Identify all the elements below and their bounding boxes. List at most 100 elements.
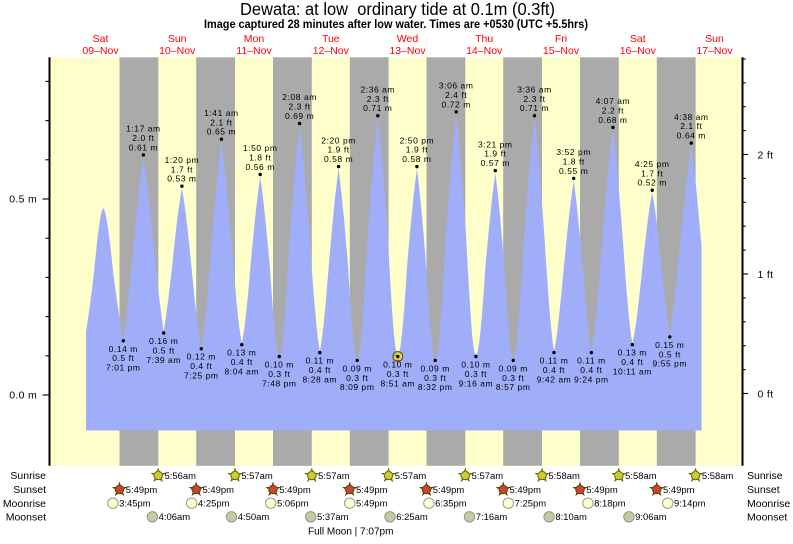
svg-text:0.68 m: 0.68 m	[598, 115, 627, 125]
svg-text:0.10 m: 0.10 m	[383, 360, 412, 370]
svg-text:Moonrise: Moonrise	[747, 498, 790, 510]
svg-text:4:25pm: 4:25pm	[198, 499, 230, 509]
svg-text:5:49pm: 5:49pm	[663, 485, 695, 495]
svg-text:17–Nov: 17–Nov	[696, 45, 733, 57]
svg-text:0.4 ft: 0.4 ft	[580, 365, 602, 375]
svg-text:5:56am: 5:56am	[165, 471, 197, 481]
svg-text:0.5 ft: 0.5 ft	[112, 353, 134, 363]
svg-text:10–Nov: 10–Nov	[159, 45, 196, 57]
svg-text:4:25 pm: 4:25 pm	[635, 159, 670, 169]
svg-text:3:21 pm: 3:21 pm	[478, 139, 513, 149]
svg-text:7:48 pm: 7:48 pm	[262, 378, 297, 388]
svg-text:15–Nov: 15–Nov	[543, 45, 580, 57]
svg-text:4:50am: 4:50am	[238, 512, 269, 522]
svg-text:Sun: Sun	[705, 33, 724, 45]
svg-text:Thu: Thu	[475, 33, 493, 45]
svg-text:0.11 m: 0.11 m	[540, 356, 569, 366]
svg-text:7:16am: 7:16am	[476, 512, 508, 522]
svg-text:Sunrise: Sunrise	[10, 470, 46, 482]
svg-text:3:52 pm: 3:52 pm	[556, 147, 591, 157]
svg-text:1.8 ft: 1.8 ft	[563, 157, 585, 167]
svg-text:2.4 ft: 2.4 ft	[445, 90, 467, 100]
svg-text:3:06 am: 3:06 am	[439, 81, 474, 91]
svg-text:8:10am: 8:10am	[555, 512, 587, 522]
svg-text:3:36 am: 3:36 am	[517, 84, 552, 94]
svg-text:0.4 ft: 0.4 ft	[309, 365, 331, 375]
svg-text:0 ft: 0 ft	[758, 389, 774, 401]
svg-text:13–Nov: 13–Nov	[389, 45, 426, 57]
svg-text:0.4 ft: 0.4 ft	[190, 361, 212, 371]
svg-text:0.5 ft: 0.5 ft	[153, 345, 175, 355]
svg-text:0.3 ft: 0.3 ft	[465, 369, 487, 379]
svg-text:0.58 m: 0.58 m	[324, 154, 353, 164]
svg-text:Sunrise: Sunrise	[747, 470, 783, 482]
svg-text:0.14 m: 0.14 m	[109, 344, 138, 354]
svg-text:7:01 pm: 7:01 pm	[106, 363, 141, 373]
svg-text:6:35pm: 6:35pm	[435, 499, 467, 509]
svg-text:5:06pm: 5:06pm	[277, 499, 309, 509]
svg-text:0.09 m: 0.09 m	[343, 363, 372, 373]
svg-text:0.10 m: 0.10 m	[265, 360, 294, 370]
svg-text:1.9 ft: 1.9 ft	[484, 149, 506, 159]
svg-text:8:18pm: 8:18pm	[594, 499, 626, 509]
svg-text:0.61 m: 0.61 m	[129, 142, 158, 152]
svg-text:0.72 m: 0.72 m	[442, 99, 471, 109]
svg-text:5:49pm: 5:49pm	[433, 485, 465, 495]
svg-text:5:58am: 5:58am	[548, 471, 580, 481]
svg-text:0.3 ft: 0.3 ft	[387, 369, 409, 379]
svg-text:0.13 m: 0.13 m	[227, 348, 256, 358]
svg-text:3:45pm: 3:45pm	[119, 499, 151, 509]
svg-text:0.71 m: 0.71 m	[363, 103, 392, 113]
svg-text:5:49pm: 5:49pm	[586, 485, 618, 495]
svg-text:9:42 am: 9:42 am	[537, 374, 572, 384]
svg-text:Sun: Sun	[168, 33, 187, 45]
svg-text:1.9 ft: 1.9 ft	[327, 145, 349, 155]
svg-text:8:57 pm: 8:57 pm	[496, 382, 531, 392]
svg-text:9:16 am: 9:16 am	[459, 378, 494, 388]
svg-text:0.71 m: 0.71 m	[520, 103, 549, 113]
svg-text:0.09 m: 0.09 m	[499, 363, 528, 373]
svg-text:2.1 ft: 2.1 ft	[680, 121, 702, 131]
svg-text:14–Nov: 14–Nov	[466, 45, 503, 57]
svg-text:5:49pm: 5:49pm	[356, 499, 388, 509]
svg-text:Tue: Tue	[322, 33, 340, 45]
svg-text:4:38 am: 4:38 am	[674, 112, 709, 122]
svg-text:2:36 am: 2:36 am	[361, 84, 396, 94]
svg-text:5:58am: 5:58am	[702, 471, 734, 481]
svg-text:Full Moon | 7:07pm: Full Moon | 7:07pm	[308, 527, 393, 538]
svg-text:5:57am: 5:57am	[395, 471, 427, 481]
svg-text:5:49pm: 5:49pm	[510, 485, 542, 495]
svg-text:1:20 pm: 1:20 pm	[165, 155, 200, 165]
svg-text:5:49pm: 5:49pm	[279, 485, 311, 495]
svg-text:Wed: Wed	[397, 33, 419, 45]
svg-text:7:25pm: 7:25pm	[515, 499, 547, 509]
svg-text:Mon: Mon	[244, 33, 265, 45]
svg-text:8:28 am: 8:28 am	[303, 374, 338, 384]
svg-text:Sunset: Sunset	[13, 484, 46, 496]
svg-text:0.58 m: 0.58 m	[402, 154, 431, 164]
svg-text:9:06am: 9:06am	[635, 512, 667, 522]
svg-text:8:04 am: 8:04 am	[225, 367, 260, 377]
svg-text:Image captured 28 minutes afte: Image captured 28 minutes after low wate…	[204, 19, 588, 31]
svg-text:0.55 m: 0.55 m	[559, 166, 588, 176]
svg-text:2 ft: 2 ft	[758, 150, 774, 162]
svg-text:1.8 ft: 1.8 ft	[249, 153, 271, 163]
svg-text:6:25am: 6:25am	[396, 512, 428, 522]
svg-text:Sat: Sat	[630, 33, 646, 45]
svg-text:0.53 m: 0.53 m	[167, 174, 196, 184]
svg-text:9:14pm: 9:14pm	[674, 499, 706, 509]
svg-text:0.10 m: 0.10 m	[461, 360, 490, 370]
svg-text:0.13 m: 0.13 m	[618, 348, 647, 358]
svg-text:8:09 pm: 8:09 pm	[340, 382, 375, 392]
svg-text:0.65 m: 0.65 m	[207, 127, 236, 137]
svg-text:2.0 ft: 2.0 ft	[132, 133, 154, 143]
svg-text:5:49pm: 5:49pm	[356, 485, 388, 495]
svg-text:0.64 m: 0.64 m	[677, 131, 706, 141]
svg-text:0.11 m: 0.11 m	[577, 356, 606, 366]
svg-text:2.2 ft: 2.2 ft	[602, 106, 624, 116]
svg-text:2.3 ft: 2.3 ft	[288, 102, 310, 112]
svg-text:9:55 pm: 9:55 pm	[653, 359, 688, 369]
svg-text:Sunset: Sunset	[747, 484, 780, 496]
svg-text:2:20 pm: 2:20 pm	[321, 135, 356, 145]
svg-text:0.12 m: 0.12 m	[187, 352, 216, 362]
